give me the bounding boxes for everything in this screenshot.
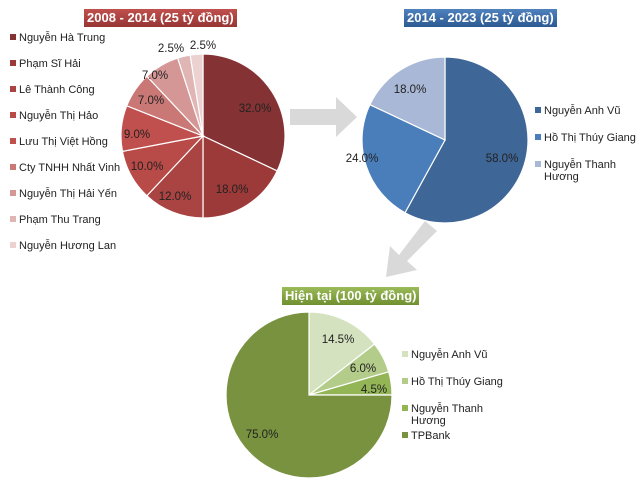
legend-label: Nguyễn Thị Hảo — [19, 110, 99, 122]
pie-chart-current: 14.5% 6.0% 4.5% 75.0% — [225, 311, 393, 479]
legend-label: Nguyễn Anh Vũ — [411, 349, 488, 361]
slice-label: 12.0% — [159, 191, 192, 203]
pie-slice — [202, 135, 278, 219]
legend-item: Phạm Thu Trang — [10, 214, 101, 226]
legend-swatch — [10, 34, 16, 40]
slice-label: 2.5% — [190, 40, 216, 52]
legend-label: Nguyễn Anh Vũ — [544, 105, 621, 117]
pie-slice — [308, 311, 376, 397]
legend-item: Nguyễn Anh Vũ — [402, 349, 487, 361]
legend-label: Nguyễn Hương Lan — [19, 240, 117, 252]
pie-slice — [189, 53, 204, 137]
legend-swatch — [10, 164, 16, 170]
slice-label: 18.0% — [216, 184, 249, 196]
legend-swatch — [10, 138, 16, 144]
legend-label: Phạm Thu Trang — [19, 214, 101, 226]
slice-label: 32.0% — [239, 103, 272, 115]
legend-swatch — [10, 112, 16, 118]
chart-title-current: Hiện tại (100 tỷ đồng) — [282, 287, 420, 305]
arrow-right-icon — [290, 97, 357, 137]
legend-label: Lưu Thị Việt Hồng — [19, 136, 108, 148]
legend-item: Nguyễn Hương Lan — [10, 240, 116, 252]
slice-label: 6.0% — [350, 363, 376, 375]
legend-swatch — [10, 60, 16, 66]
pie-chart-2014-2023: 58.0% 24.0% 18.0% — [346, 56, 529, 224]
legend-label: Phạm Sĩ Hải — [19, 58, 81, 70]
legend-swatch — [402, 351, 408, 357]
legend-label: Hương — [411, 415, 446, 427]
legend-label: Lê Thành Công — [19, 84, 95, 96]
legend-item: Nguyễn Thanh — [535, 159, 616, 171]
pie-slice — [369, 56, 446, 141]
legend-item: Nguyễn Hà Trung — [10, 32, 105, 44]
legend-swatch — [10, 190, 16, 196]
legend-item: Nguyễn Thanh — [402, 403, 483, 415]
slice-label: 7.0% — [142, 70, 168, 82]
legend-label: Nguyễn Thanh — [411, 403, 483, 415]
legend-swatch — [535, 107, 541, 113]
legend-swatch — [402, 378, 408, 384]
legend-label: Hương — [544, 171, 579, 183]
slice-label: 75.0% — [246, 429, 279, 441]
pie-slice — [361, 103, 446, 214]
legend-item: Cty TNHH Nhất Vinh — [10, 162, 120, 174]
legend-item: Hồ Thị Thúy Giang — [402, 376, 503, 388]
legend-swatch — [402, 405, 408, 411]
legend-label: Nguyễn Thanh — [544, 159, 616, 171]
legend-item: Hồ Thị Thúy Giang — [535, 132, 636, 144]
slice-label: 14.5% — [322, 334, 355, 346]
legend-item: Nguyễn Thị Hải Yến — [10, 188, 117, 200]
slice-label: 24.0% — [346, 153, 379, 165]
pie-slice — [146, 134, 204, 219]
pie-slice — [202, 53, 286, 172]
legend-item-continued: Hương — [411, 415, 446, 427]
legend-label: Cty TNHH Nhất Vinh — [19, 162, 121, 174]
legend-item: Lưu Thị Việt Hồng — [10, 136, 108, 148]
legend-swatch — [535, 161, 541, 167]
legend-label: Hồ Thị Thúy Giang — [544, 132, 636, 144]
legend-item: Lê Thành Công — [10, 84, 95, 96]
legend-label: Hồ Thị Thúy Giang — [411, 376, 503, 388]
slice-label: 18.0% — [394, 84, 427, 96]
legend-swatch — [10, 216, 16, 222]
legend-swatch — [535, 134, 541, 140]
legend-item: Nguyễn Anh Vũ — [535, 105, 620, 117]
legend-swatch — [402, 432, 408, 438]
chart-title-2008-2014: 2008 - 2014 (25 tỷ đồng) — [84, 9, 237, 27]
legend-item: Phạm Sĩ Hải — [10, 58, 81, 70]
pie-slice — [404, 56, 529, 224]
slice-label: 7.0% — [138, 95, 164, 107]
slice-label: 58.0% — [486, 153, 519, 165]
slice-label: 10.0% — [131, 161, 164, 173]
slice-label: 9.0% — [124, 129, 150, 141]
pie-chart-2008-2014: 32.0% 18.0% 12.0% 10.0% 9.0% 7.0% 7.0% 2.5% 2.5% — [120, 40, 286, 219]
legend-label: TPBank — [411, 430, 451, 442]
legend-label: Nguyễn Hà Trung — [19, 32, 106, 44]
legend-item-continued: Hương — [544, 171, 579, 183]
legend-swatch — [10, 86, 16, 92]
slice-label: 4.5% — [361, 384, 387, 396]
slice-label: 2.5% — [158, 43, 184, 55]
pie-slice — [225, 311, 393, 479]
chart-title-2014-2023: 2014 - 2023 (25 tỷ đồng) — [404, 9, 557, 27]
legend-swatch — [10, 242, 16, 248]
legend-label: Nguyễn Thị Hải Yến — [19, 188, 118, 200]
legend-item: TPBank — [402, 430, 450, 442]
arrow-down-left-icon — [386, 221, 437, 277]
legend-item: Nguyễn Thị Hảo — [10, 110, 98, 122]
